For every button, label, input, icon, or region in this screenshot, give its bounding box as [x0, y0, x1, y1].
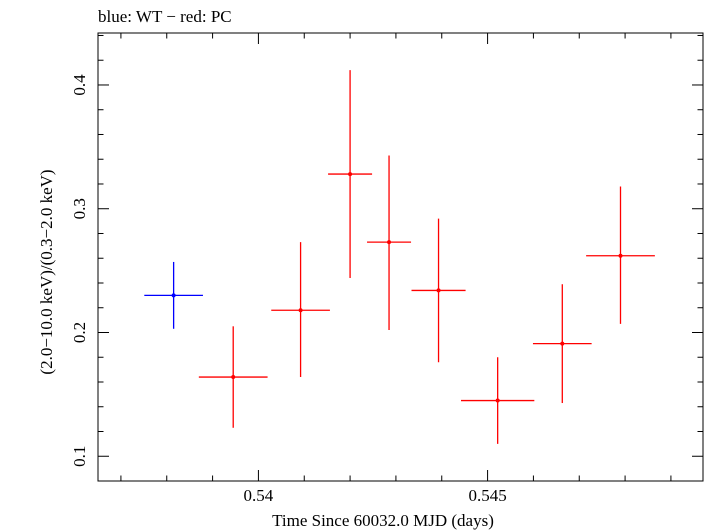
x-tick-label: 0.545 — [468, 486, 506, 505]
y-axis-label: (2.0−10.0 keV)/(0.3−2.0 keV) — [37, 169, 56, 374]
series-layer — [144, 70, 655, 444]
plot-frame — [97, 32, 704, 482]
point-marker — [495, 398, 500, 403]
point-marker — [298, 308, 303, 313]
point-marker — [387, 240, 392, 245]
series-wt — [144, 261, 203, 329]
data-point — [367, 155, 412, 331]
axis-ticks — [98, 33, 703, 482]
x-tick-label: 0.54 — [244, 486, 274, 505]
point-marker — [560, 341, 565, 346]
data-point — [271, 242, 330, 378]
y-tick-label: 0.1 — [70, 446, 89, 467]
y-tick-label: 0.3 — [70, 198, 89, 219]
data-point — [532, 284, 592, 404]
data-point — [328, 70, 373, 279]
x-axis-label: Time Since 60032.0 MJD (days) — [272, 511, 494, 530]
y-tick-label: 0.2 — [70, 322, 89, 343]
chart-title: blue: WT − red: PC — [98, 7, 232, 26]
data-point — [198, 326, 268, 428]
y-tick-label: 0.4 — [70, 74, 89, 96]
point-marker — [348, 172, 353, 177]
data-point — [411, 218, 466, 363]
point-marker — [436, 288, 441, 293]
data-point — [461, 357, 535, 444]
point-marker — [231, 375, 236, 380]
data-point — [144, 261, 203, 329]
point-marker — [618, 253, 623, 258]
data-point — [586, 186, 655, 324]
tick-labels: 0.54 0.545 0.1 0.2 0.3 0.4 — [70, 74, 507, 505]
series-pc — [198, 70, 655, 444]
point-marker — [171, 293, 176, 298]
